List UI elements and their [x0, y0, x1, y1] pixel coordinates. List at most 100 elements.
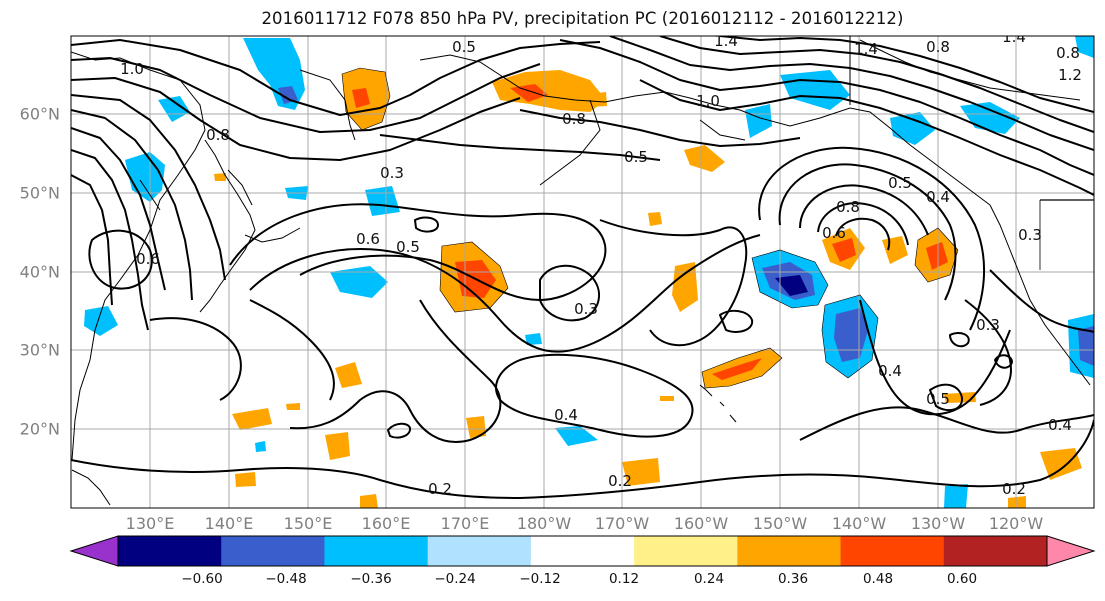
contour-label: 0.8: [836, 198, 860, 216]
colorbar-segment: [530, 536, 635, 566]
pv-contours: [71, 36, 1094, 499]
colorbar-segment: [324, 536, 429, 566]
colorbar-tick-label: 0.48: [862, 571, 894, 587]
negative-anomaly-blob: [745, 104, 772, 138]
colorbar-tick-label: −0.12: [519, 571, 561, 587]
negative-anomaly-blob: [84, 306, 118, 336]
lon-label-140w: 140°W: [831, 514, 887, 533]
lon-label-180w: 180°W: [516, 514, 572, 533]
positive-anomaly-blob: [232, 408, 272, 430]
colorbar-tick-label: 0.36: [777, 571, 809, 587]
contour-label: 0.3: [574, 300, 598, 318]
positive-anomaly-blob: [214, 173, 226, 181]
positive-anomaly-blob: [684, 145, 725, 172]
lat-label-40n: 40°N: [19, 262, 60, 282]
lon-label-170w: 170°W: [594, 514, 650, 533]
lon-label-150w: 150°W: [752, 514, 808, 533]
positive-anomaly-blob: [286, 403, 300, 410]
contour-label: 1.0: [696, 92, 720, 110]
lon-label-160w: 160°W: [673, 514, 729, 533]
negative-anomaly-blob: [1075, 36, 1094, 58]
positive-anomaly-blob: [466, 416, 486, 438]
colorbar: [69, 535, 1096, 567]
colorbar-segment: [634, 536, 738, 566]
contour-label: 0.5: [926, 390, 950, 408]
anomaly-outlines: [341, 67, 959, 389]
contour-label: 1.0: [120, 60, 144, 78]
contour-label: 0.8: [206, 126, 230, 144]
positive-anomaly-blob: [335, 362, 362, 388]
colorbar-segment: [840, 536, 945, 566]
contour-label: 0.6: [356, 230, 380, 248]
colorbar-tick-label: −0.48: [265, 571, 307, 587]
colorbar-min-extend: [69, 535, 119, 567]
lat-label-50n: 50°N: [19, 183, 60, 203]
lon-label-150e: 150°E: [283, 514, 333, 533]
colorbar-tick-label: −0.24: [434, 571, 476, 587]
lon-label-130e: 130°E: [125, 514, 175, 533]
negative-anomaly-blob: [330, 266, 388, 298]
lat-label-60n: 60°N: [19, 104, 60, 124]
positive-anomaly-blob: [325, 432, 350, 460]
negative-anomaly-blob: [255, 441, 266, 452]
colorbar-tick-label: 0.60: [946, 571, 978, 587]
contour-label: 0.3: [380, 164, 404, 182]
colorbar-segment: [221, 536, 325, 566]
colorbar-segment: [737, 536, 842, 566]
lat-label-20n: 20°N: [19, 419, 60, 439]
contour-label: 0.5: [624, 148, 648, 166]
contour-label: 0.3: [976, 316, 1000, 334]
negative-anomaly-blob: [525, 333, 542, 345]
positive-anomaly-blob: [672, 262, 698, 312]
lat-label-30n: 30°N: [19, 340, 60, 360]
lon-label-160e: 160°E: [361, 514, 411, 533]
colorbar-segment: [943, 536, 1048, 566]
contour-label: 1.4: [714, 32, 738, 50]
negative-anomaly-blob: [944, 484, 968, 508]
negative-anomaly-blob: [960, 102, 1020, 134]
contour-label: 1.2: [1058, 66, 1082, 84]
colorbar-tick-label: −0.36: [350, 571, 392, 587]
positive-anomaly-blob: [660, 396, 674, 401]
lon-label-120w: 120°W: [988, 514, 1044, 533]
contour-labels: 1.0 0.5 1.4 0.8 1.2 1.4 0.8 1.0 0.8 0.5 …: [120, 28, 1082, 498]
colorbar-tick-label: 0.12: [608, 571, 640, 587]
contour-label: 0.2: [428, 480, 452, 498]
contour-label: 0.8: [926, 38, 950, 56]
positive-anomaly-blob: [702, 348, 782, 388]
map-frame: [70, 35, 1095, 509]
gridlines: [71, 36, 1094, 508]
positive-anomaly-blob: [360, 494, 378, 508]
positive-anomaly-blob: [1040, 448, 1082, 480]
contour-label: 0.5: [396, 238, 420, 256]
positive-anomaly-blob: [622, 458, 660, 486]
negative-anomaly-blob: [890, 112, 935, 145]
contour-label: 0.6: [822, 224, 846, 242]
contour-label: 0.4: [878, 362, 902, 380]
negative-anomaly-blob: [243, 38, 305, 110]
contour-label: 1.4: [1002, 28, 1026, 46]
positive-anomaly-blob: [1008, 496, 1026, 508]
positive-anomaly-blob: [822, 228, 865, 270]
colorbar-tick-label: 0.24: [693, 571, 725, 587]
positive-anomaly-blob: [944, 392, 976, 403]
contour-label: 0.3: [1018, 226, 1042, 244]
negative-anomaly-blob: [158, 96, 190, 122]
contour-label: 0.5: [888, 174, 912, 192]
colorbar-segment: [118, 536, 222, 566]
contour-label: 0.4: [926, 188, 950, 206]
contour-label: 0.8: [1056, 44, 1080, 62]
colorbar-tick-label: −0.60: [181, 571, 223, 587]
positive-anomaly-blob: [915, 228, 958, 282]
negative-anomaly-blob: [555, 426, 598, 446]
lon-label-140e: 140°E: [204, 514, 254, 533]
positive-anomaly-blob: [588, 92, 607, 107]
contour-label: 0.6: [136, 250, 160, 268]
lon-label-130w: 130°W: [910, 514, 966, 533]
contour-label: 0.8: [562, 110, 586, 128]
positive-anomaly-blob: [492, 70, 606, 112]
negative-anomaly-blob: [1068, 314, 1094, 378]
map-title: 2016011712 F078 850 hPa PV, precipitatio…: [261, 9, 904, 28]
colorbar-outline: [117, 535, 1048, 567]
